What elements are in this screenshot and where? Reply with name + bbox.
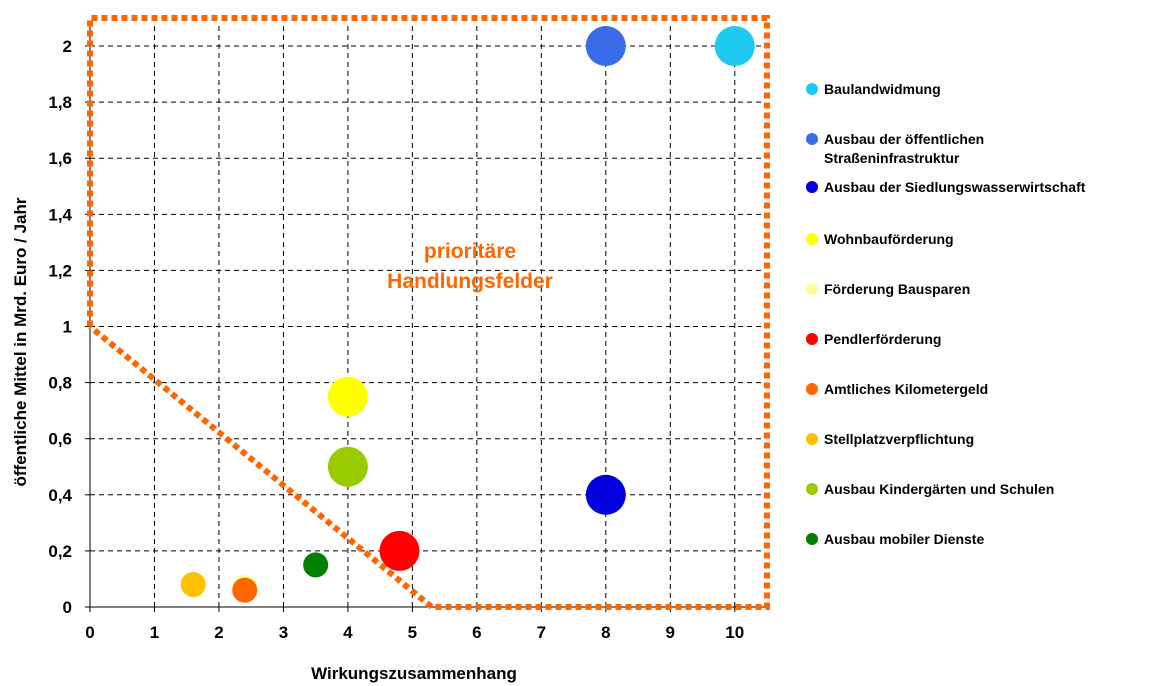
data-point bbox=[379, 530, 420, 571]
tick-labels: 0 1 2 3 4 5 6 7 8 9 10 0 0,2 0,4 0,6 0,8 1 1,2 1,4 1,6 1,8 2 bbox=[48, 37, 744, 642]
annotation-line: Handlungsfelder bbox=[387, 270, 553, 293]
x-tick-label: 7 bbox=[537, 623, 546, 642]
x-tick-label: 1 bbox=[150, 623, 159, 642]
data-point bbox=[714, 26, 755, 67]
legend-marker bbox=[806, 383, 818, 395]
y-tick-label: 1 bbox=[63, 318, 72, 337]
annotation-line: prioritäre bbox=[424, 240, 516, 263]
x-tick-label: 4 bbox=[343, 623, 353, 642]
x-tick-label: 9 bbox=[666, 623, 675, 642]
x-axis-label: Wirkungszusammenhang bbox=[311, 664, 517, 683]
grid-lines bbox=[90, 26, 763, 607]
priority-annotation: prioritäre Handlungsfelder bbox=[387, 240, 553, 293]
y-tick-label: 1,4 bbox=[48, 205, 72, 224]
legend-marker bbox=[806, 433, 818, 445]
legend-item: Förderung Bausparen bbox=[806, 280, 970, 299]
legend-marker bbox=[806, 133, 818, 145]
legend-item: Ausbau mobiler Dienste bbox=[806, 530, 984, 549]
axes bbox=[85, 22, 767, 612]
legend-label: Ausbau der öffentlichen Straßeninfrastru… bbox=[824, 131, 985, 166]
x-tick-label: 6 bbox=[472, 623, 481, 642]
legend-label: Stellplatzverpflichtung bbox=[824, 431, 975, 447]
x-tick-label: 2 bbox=[214, 623, 223, 642]
priority-region-boundary bbox=[87, 15, 770, 610]
legend-item: Ausbau der öffentlichen Straßeninfrastru… bbox=[806, 130, 984, 168]
y-tick-label: 0 bbox=[63, 598, 72, 617]
legend-label: Ausbau mobiler Dienste bbox=[824, 531, 985, 547]
legend-label: Förderung Bausparen bbox=[824, 281, 971, 297]
legend-item: Pendlerförderung bbox=[806, 330, 941, 349]
legend-marker bbox=[806, 181, 818, 193]
data-points bbox=[180, 26, 755, 603]
legend-item: Ausbau Kindergärten und Schulen bbox=[806, 480, 1054, 499]
x-tick-label: 3 bbox=[279, 623, 288, 642]
legend-marker bbox=[806, 233, 818, 245]
data-point bbox=[303, 552, 329, 578]
legend-item: Stellplatzverpflichtung bbox=[806, 430, 974, 449]
y-tick-label: 0,6 bbox=[48, 430, 72, 449]
y-tick-label: 0,8 bbox=[48, 374, 72, 393]
data-point bbox=[327, 446, 368, 487]
x-tick-label: 5 bbox=[408, 623, 417, 642]
legend-item: Baulandwidmung bbox=[806, 80, 941, 99]
y-axis-label: öffentliche Mittel in Mrd. Euro / Jahr bbox=[11, 197, 30, 486]
y-tick-label: 2 bbox=[63, 37, 72, 56]
legend-marker bbox=[806, 533, 818, 545]
legend-marker bbox=[806, 333, 818, 345]
legend-label: Pendlerförderung bbox=[824, 331, 942, 347]
y-tick-label: 0,4 bbox=[48, 486, 72, 505]
legend-marker bbox=[806, 483, 818, 495]
x-tick-label: 0 bbox=[85, 623, 94, 642]
legend-marker bbox=[806, 283, 818, 295]
data-point bbox=[585, 26, 626, 67]
data-point bbox=[180, 572, 206, 598]
legend-label: Ausbau der Siedlungswasserwirtschaft bbox=[824, 179, 1086, 195]
x-tick-label: 8 bbox=[601, 623, 610, 642]
legend-item: Ausbau der Siedlungswasserwirtschaft bbox=[806, 178, 1085, 197]
data-point bbox=[232, 577, 258, 603]
y-tick-label: 1,8 bbox=[48, 93, 72, 112]
legend-label: Ausbau Kindergärten und Schulen bbox=[824, 481, 1055, 497]
y-tick-label: 1,2 bbox=[48, 261, 72, 280]
y-tick-label: 0,2 bbox=[48, 542, 72, 561]
legend-item: Amtliches Kilometergeld bbox=[806, 380, 988, 399]
priority-region-line bbox=[87, 15, 770, 610]
y-tick-label: 1,6 bbox=[48, 149, 72, 168]
data-point bbox=[585, 474, 626, 515]
legend-label: Amtliches Kilometergeld bbox=[824, 381, 989, 397]
legend-label: Wohnbauförderung bbox=[824, 231, 954, 247]
legend-label: Baulandwidmung bbox=[824, 81, 941, 97]
legend-item: Wohnbauförderung bbox=[806, 230, 954, 249]
legend-marker bbox=[806, 83, 818, 95]
x-tick-label: 10 bbox=[725, 623, 744, 642]
data-point bbox=[327, 376, 368, 417]
